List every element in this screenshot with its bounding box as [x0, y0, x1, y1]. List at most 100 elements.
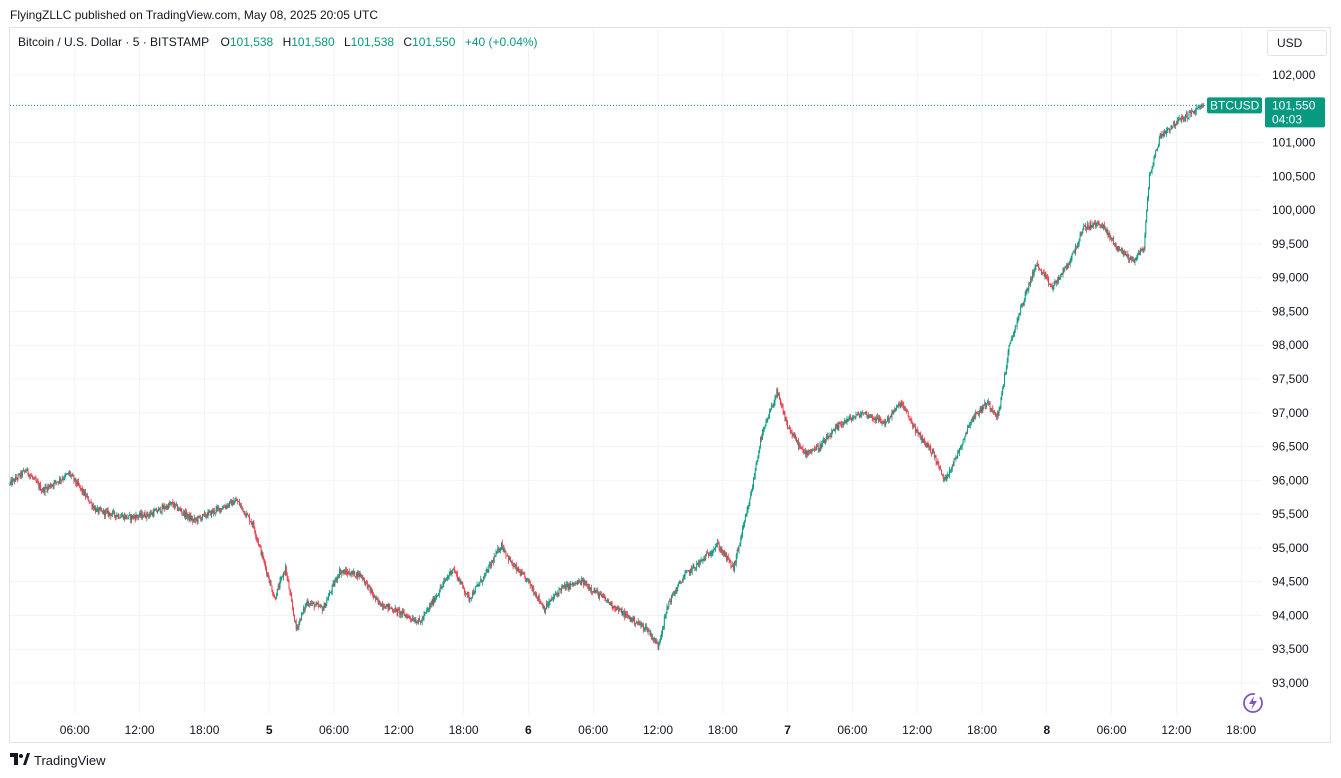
candle-body [1133, 259, 1135, 263]
candle-body [373, 594, 375, 598]
price-axis[interactable]: 102,000101,500101,000100,500100,00099,50… [1272, 68, 1316, 690]
candle-body [61, 478, 63, 480]
candle-body [1197, 107, 1199, 109]
candle-body [582, 578, 584, 585]
candle-body [961, 444, 963, 447]
candle-body [322, 609, 324, 611]
candle-body [445, 579, 447, 581]
candle-body [330, 591, 332, 593]
candle-body [860, 413, 862, 415]
candle-body [32, 477, 34, 479]
candle-body [826, 435, 828, 437]
candle-body [788, 427, 790, 429]
candle-body [903, 404, 905, 409]
candle-body [831, 431, 833, 438]
candle-body [628, 615, 630, 620]
candle-body [849, 416, 851, 419]
candle-body [1160, 133, 1162, 137]
candle-body [1167, 128, 1169, 130]
candle-body [1199, 106, 1201, 108]
candle-body [612, 607, 614, 609]
candle-body [958, 452, 960, 454]
candle-body [35, 478, 37, 482]
candle-body [694, 567, 696, 569]
candle-body [162, 505, 164, 509]
currency-selector[interactable]: USD [1267, 30, 1327, 56]
candle-body [1114, 243, 1116, 244]
candle-body [240, 505, 242, 507]
candle-body [468, 594, 470, 601]
candle-body [991, 408, 993, 410]
candle-body [70, 475, 72, 477]
grid [10, 28, 1262, 714]
candle-body [284, 572, 285, 574]
candle-body [149, 512, 151, 515]
candle-body [131, 515, 132, 520]
candle-body [275, 597, 276, 599]
candle-body [678, 583, 680, 586]
candle-body [349, 574, 351, 576]
lightning-boost-icon[interactable] [1240, 691, 1266, 722]
candle-body [1159, 133, 1161, 138]
candle-body [601, 595, 603, 597]
candle-body [598, 591, 600, 598]
candle-body [286, 574, 288, 578]
candle-body [764, 426, 766, 429]
time-axis[interactable]: 06:00 12:00 18:00 5 06:00 12:00 18:00 6 06:00 12:… [60, 723, 1257, 737]
candle-body [862, 413, 864, 415]
candle-body [718, 544, 720, 550]
candle-body [557, 592, 559, 595]
x-tick-label: 06:00 [578, 723, 608, 737]
candle-body [365, 581, 367, 583]
candle-body [304, 605, 306, 611]
candle-body [311, 602, 313, 604]
candle-body [813, 448, 815, 450]
candle-body [640, 624, 642, 626]
candle-body [312, 602, 314, 604]
candle-body [765, 421, 767, 427]
candle-body [752, 477, 754, 488]
candle-body [928, 446, 930, 451]
candle-body [898, 404, 900, 406]
candle-body [68, 473, 69, 475]
candle-body [680, 581, 681, 583]
candle-body [1076, 245, 1077, 247]
candle-body [539, 600, 541, 602]
candle-body [260, 546, 262, 555]
candle-body [1040, 269, 1041, 271]
candle-body [986, 403, 987, 408]
candle-body [1196, 107, 1198, 109]
candle-body [734, 561, 735, 570]
candle-body [124, 515, 126, 519]
candle-body [936, 461, 938, 463]
candle-body [654, 638, 656, 644]
candle-body [811, 450, 813, 453]
candle-body [256, 536, 258, 539]
candle-body [605, 598, 607, 601]
candle-body [854, 416, 856, 418]
candle-body [783, 410, 785, 413]
candle-body [525, 576, 527, 582]
candle-body [488, 565, 490, 573]
candle-body [735, 555, 737, 564]
candle-body [655, 641, 657, 644]
candle-body [233, 502, 235, 505]
candle-body [227, 504, 229, 508]
candle-body [653, 637, 654, 640]
candle-body [23, 470, 25, 472]
symbol-label[interactable]: Bitcoin / U.S. Dollar · 5 · BITSTAMP [18, 35, 210, 49]
candle-body [101, 510, 103, 512]
candle-body [768, 416, 770, 419]
candle-body [365, 581, 366, 584]
brand-footer[interactable]: TradingView [10, 752, 106, 769]
candle-body [332, 583, 334, 586]
candle-body [184, 511, 186, 517]
candle-body [308, 604, 310, 606]
candle-body [486, 570, 488, 572]
candle-body [182, 513, 184, 514]
candle-body [1058, 277, 1060, 280]
candle-body [992, 408, 994, 412]
low-value: 101,538 [350, 35, 395, 49]
y-tick-label: 97,500 [1272, 372, 1309, 386]
